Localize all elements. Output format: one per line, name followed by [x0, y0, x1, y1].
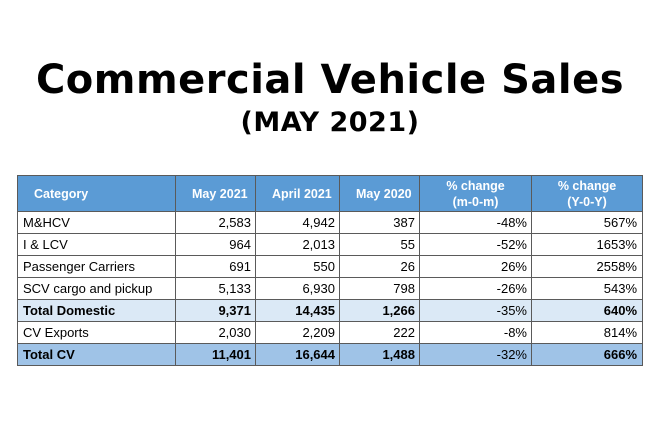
page-subtitle: (MAY 2021): [240, 107, 420, 138]
cell-category: Total CV: [17, 343, 176, 366]
cell-may-2020: 1,266: [339, 299, 420, 322]
cell-may-2020: 222: [339, 321, 420, 344]
cell-may-2021: 9,371: [175, 299, 256, 322]
col-header-may-2020: May 2020: [339, 175, 420, 212]
cell-may-2021: 11,401: [175, 343, 256, 366]
cell-mom: -32%: [419, 343, 532, 366]
col-header-mom-line2: (m-0-m): [452, 194, 499, 209]
cell-april-2021: 2,209: [255, 321, 340, 344]
cell-may-2021: 2,030: [175, 321, 256, 344]
cell-yoy: 640%: [531, 299, 643, 322]
cell-april-2021: 550: [255, 255, 340, 278]
cell-mom: -35%: [419, 299, 532, 322]
cell-category: M&HCV: [17, 211, 176, 234]
cell-yoy: 2558%: [531, 255, 643, 278]
page-title: Commercial Vehicle Sales: [35, 57, 625, 103]
col-header-mom: % change (m-0-m): [419, 175, 532, 212]
col-header-category: Category: [17, 175, 176, 212]
cell-april-2021: 16,644: [255, 343, 340, 366]
cell-may-2020: 387: [339, 211, 420, 234]
table-row: SCV cargo and pickup 5,133 6,930 798 -26…: [17, 277, 643, 300]
cell-mom: -52%: [419, 233, 532, 256]
table-row-total-cv: Total CV 11,401 16,644 1,488 -32% 666%: [17, 343, 643, 366]
cell-may-2021: 964: [175, 233, 256, 256]
cell-mom: -48%: [419, 211, 532, 234]
cell-may-2021: 5,133: [175, 277, 256, 300]
table-row: CV Exports 2,030 2,209 222 -8% 814%: [17, 321, 643, 344]
cell-mom: 26%: [419, 255, 532, 278]
cell-yoy: 814%: [531, 321, 643, 344]
sales-table: Category May 2021 April 2021 May 2020 % …: [17, 175, 643, 366]
cell-april-2021: 14,435: [255, 299, 340, 322]
cell-mom: -26%: [419, 277, 532, 300]
table-row: M&HCV 2,583 4,942 387 -48% 567%: [17, 211, 643, 234]
table-header-row: Category May 2021 April 2021 May 2020 % …: [17, 175, 643, 212]
cell-may-2021: 691: [175, 255, 256, 278]
col-header-yoy: % change (Y-0-Y): [531, 175, 643, 212]
cell-yoy: 543%: [531, 277, 643, 300]
table-row-total-domestic: Total Domestic 9,371 14,435 1,266 -35% 6…: [17, 299, 643, 322]
cell-may-2021: 2,583: [175, 211, 256, 234]
table-row: Passenger Carriers 691 550 26 26% 2558%: [17, 255, 643, 278]
cell-category: Passenger Carriers: [17, 255, 176, 278]
cell-yoy: 567%: [531, 211, 643, 234]
cell-april-2021: 6,930: [255, 277, 340, 300]
cell-april-2021: 4,942: [255, 211, 340, 234]
cell-may-2020: 55: [339, 233, 420, 256]
cell-april-2021: 2,013: [255, 233, 340, 256]
table-row: I & LCV 964 2,013 55 -52% 1653%: [17, 233, 643, 256]
cell-may-2020: 1,488: [339, 343, 420, 366]
col-header-yoy-line2: (Y-0-Y): [567, 194, 607, 209]
cell-category: I & LCV: [17, 233, 176, 256]
cell-mom: -8%: [419, 321, 532, 344]
col-header-mom-line1: % change: [446, 178, 505, 193]
cell-may-2020: 798: [339, 277, 420, 300]
col-header-may-2021: May 2021: [175, 175, 256, 212]
col-header-yoy-line1: % change: [557, 178, 617, 193]
cell-may-2020: 26: [339, 255, 420, 278]
cell-category: SCV cargo and pickup: [17, 277, 176, 300]
cell-category: Total Domestic: [17, 299, 176, 322]
cell-yoy: 1653%: [531, 233, 643, 256]
col-header-april-2021: April 2021: [255, 175, 340, 212]
cell-yoy: 666%: [531, 343, 643, 366]
cell-category: CV Exports: [17, 321, 176, 344]
